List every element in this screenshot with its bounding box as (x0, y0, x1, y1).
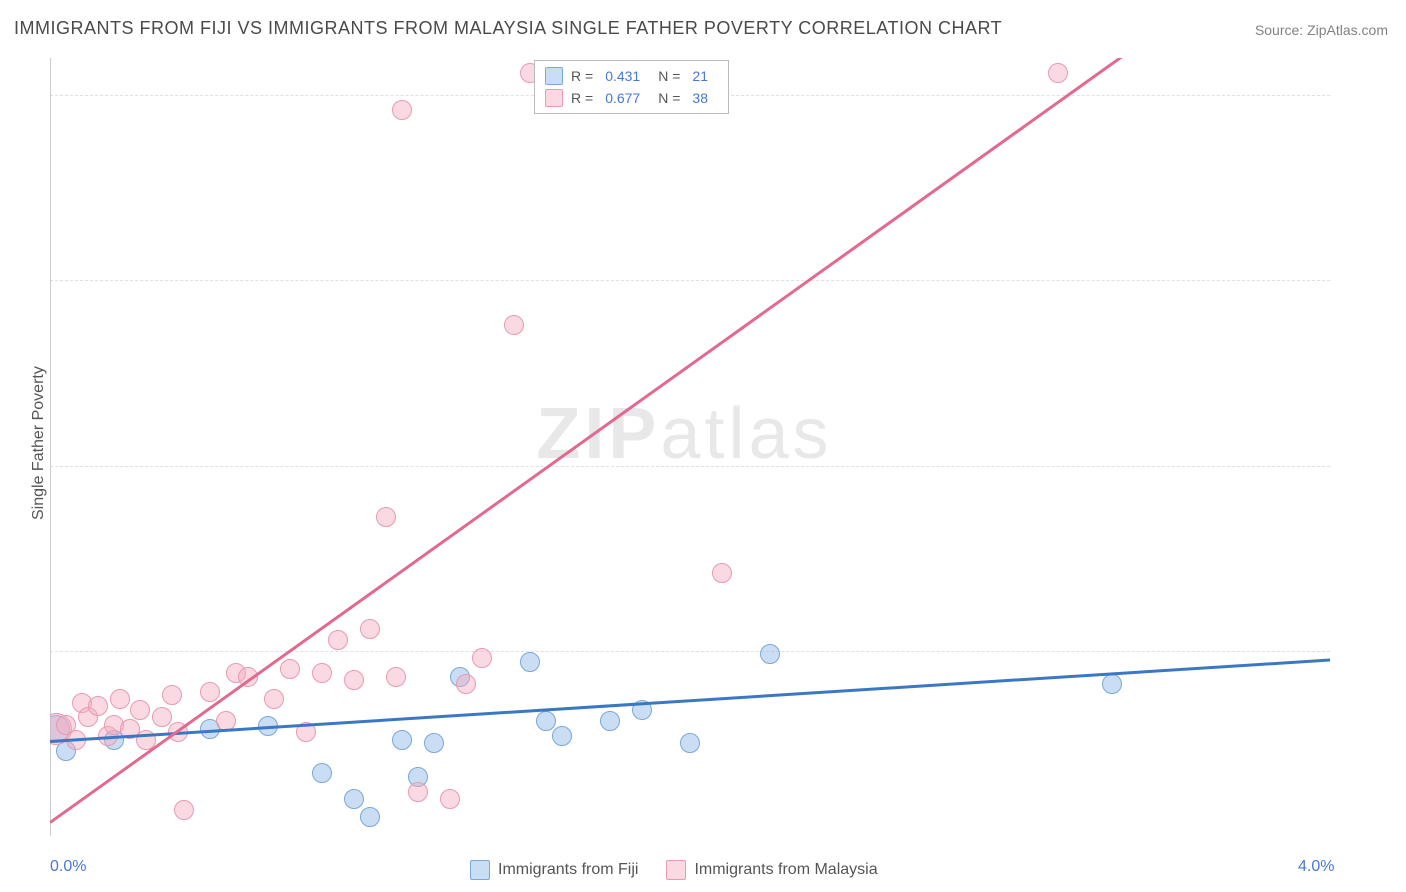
scatter-point-malaysia (312, 663, 332, 683)
scatter-point-malaysia (280, 659, 300, 679)
scatter-point-malaysia (328, 630, 348, 650)
source-attribution: Source: ZipAtlas.com (1255, 22, 1388, 38)
source-label: Source: (1255, 22, 1303, 38)
scatter-point-malaysia (152, 707, 172, 727)
chart-title: IMMIGRANTS FROM FIJI VS IMMIGRANTS FROM … (14, 18, 1002, 39)
scatter-point-fiji (520, 652, 540, 672)
legend-stat-row: R = 0.431 N = 21 (545, 65, 718, 87)
scatter-point-malaysia (200, 682, 220, 702)
legend-n-value: 21 (692, 68, 708, 84)
scatter-point-malaysia (130, 700, 150, 720)
regression-line-malaysia (50, 58, 1171, 823)
legend-r-value: 0.677 (605, 90, 640, 106)
scatter-point-malaysia (174, 800, 194, 820)
gridline (50, 466, 1330, 467)
scatter-point-malaysia (392, 100, 412, 120)
scatter-point-malaysia (386, 667, 406, 687)
legend-series-label: Immigrants from Fiji (498, 861, 638, 879)
scatter-point-malaysia (360, 619, 380, 639)
legend-series-item: Immigrants from Fiji (470, 860, 638, 880)
scatter-point-fiji (552, 726, 572, 746)
scatter-point-fiji (600, 711, 620, 731)
scatter-point-malaysia (712, 563, 732, 583)
scatter-point-malaysia (376, 507, 396, 527)
scatter-point-fiji (760, 644, 780, 664)
scatter-point-malaysia (162, 685, 182, 705)
legend-series: Immigrants from Fiji Immigrants from Mala… (470, 860, 878, 880)
source-value: ZipAtlas.com (1307, 22, 1388, 38)
legend-series-item: Immigrants from Malaysia (666, 860, 877, 880)
scatter-point-malaysia (472, 648, 492, 668)
watermark: ZIPatlas (536, 393, 832, 475)
scatter-point-fiji (424, 733, 444, 753)
legend-n-value: 38 (692, 90, 708, 106)
scatter-point-fiji (680, 733, 700, 753)
gridline (50, 651, 1330, 652)
legend-swatch (470, 860, 490, 880)
scatter-point-malaysia (110, 689, 130, 709)
scatter-point-malaysia (408, 782, 428, 802)
plot-area: ZIPatlas 25.0%50.0%75.0%100.0% (50, 58, 1330, 836)
scatter-point-malaysia (456, 674, 476, 694)
gridline (50, 280, 1330, 281)
scatter-point-malaysia (504, 315, 524, 335)
legend-stats: R = 0.431 N = 21 R = 0.677 N = 38 (534, 60, 729, 114)
x-tick-label: 4.0% (1298, 858, 1334, 876)
scatter-point-malaysia (344, 670, 364, 690)
legend-series-label: Immigrants from Malaysia (694, 861, 877, 879)
scatter-point-fiji (392, 730, 412, 750)
legend-n-label: N = (658, 90, 680, 106)
scatter-point-fiji (1102, 674, 1122, 694)
scatter-point-fiji (360, 807, 380, 827)
watermark-atlas: atlas (660, 394, 832, 474)
scatter-point-malaysia (88, 696, 108, 716)
legend-r-value: 0.431 (605, 68, 640, 84)
legend-stat-row: R = 0.677 N = 38 (545, 87, 718, 109)
scatter-point-fiji (312, 763, 332, 783)
x-tick-label: 0.0% (50, 858, 86, 876)
scatter-point-malaysia (440, 789, 460, 809)
legend-r-label: R = (571, 90, 593, 106)
scatter-point-malaysia (264, 689, 284, 709)
scatter-point-fiji (344, 789, 364, 809)
legend-n-label: N = (658, 68, 680, 84)
legend-swatch (545, 89, 563, 107)
legend-r-label: R = (571, 68, 593, 84)
scatter-point-fiji (536, 711, 556, 731)
scatter-point-malaysia (1048, 63, 1068, 83)
legend-swatch (545, 67, 563, 85)
legend-swatch (666, 860, 686, 880)
y-axis-title: Single Father Poverty (30, 366, 48, 520)
chart-container: IMMIGRANTS FROM FIJI VS IMMIGRANTS FROM … (0, 0, 1406, 892)
